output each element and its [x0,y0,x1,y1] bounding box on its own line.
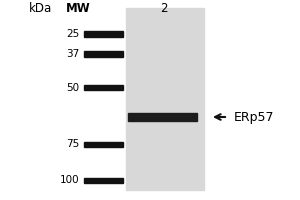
Bar [84,142,123,146]
Bar [126,8,204,190]
Bar [84,51,123,56]
Bar [128,113,196,121]
Text: 2: 2 [160,2,167,16]
Text: 100: 100 [60,175,80,185]
Bar [84,178,123,182]
Text: 37: 37 [66,49,80,59]
Bar [84,85,123,90]
Text: MW: MW [66,2,90,16]
Text: kDa: kDa [29,2,52,16]
Text: ERp57: ERp57 [234,110,274,123]
Bar [84,31,123,36]
Text: 25: 25 [66,29,80,39]
Text: 75: 75 [66,139,80,149]
Text: 50: 50 [66,83,80,93]
